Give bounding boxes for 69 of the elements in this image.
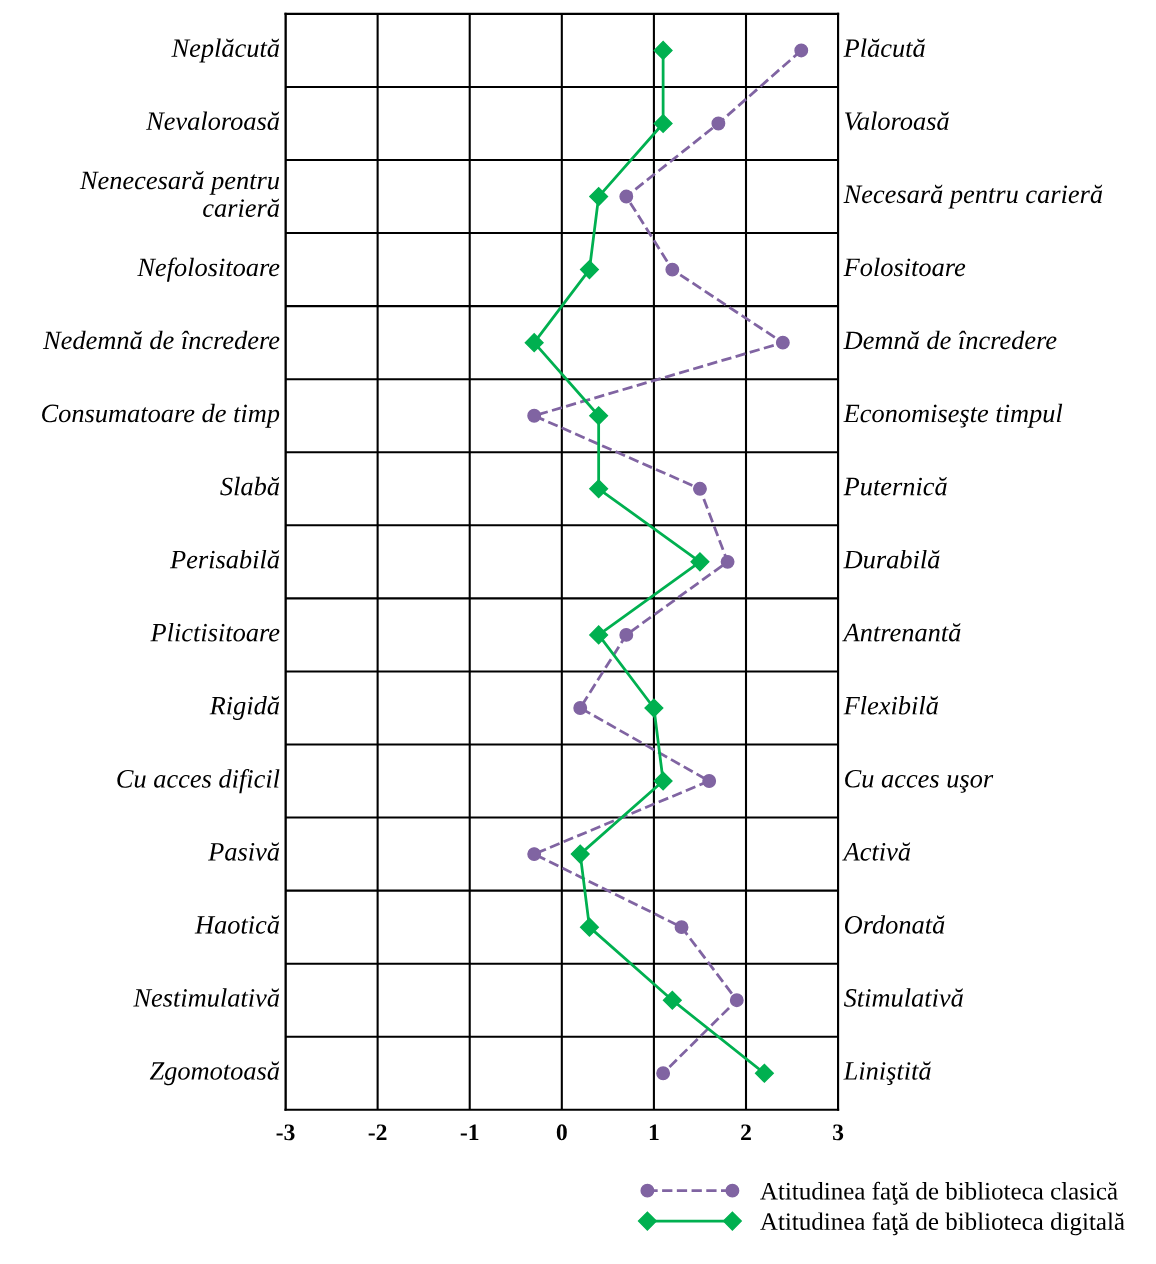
x-tick-label: 1 <box>649 1124 659 1141</box>
point <box>794 43 809 58</box>
point <box>711 116 726 131</box>
y-tick-label: Plictisitoare <box>150 622 280 642</box>
y-tick-label: Pasivă <box>208 842 280 861</box>
y2-tick-label: Activă <box>842 842 911 861</box>
y-tick-label: Perisabilă <box>169 549 280 569</box>
y2-tick-label: Economiseşte timpul <box>843 403 1063 428</box>
point <box>573 701 588 715</box>
point <box>579 917 599 937</box>
point <box>527 408 542 423</box>
y-tick-label: Cu acces dificil <box>117 768 280 794</box>
y2-tick-label: Valoroasă <box>845 111 949 131</box>
y2-tick-label: Liniştită <box>843 1061 931 1086</box>
y-tick-label: Nevaloroasă <box>145 111 280 131</box>
y-tick-label: Nestimulativă <box>133 988 280 1007</box>
y-tick-label: Consumatoare de timp <box>42 403 280 428</box>
point <box>775 335 790 350</box>
point <box>589 625 609 645</box>
y2-tick-label: Ordonată <box>844 915 945 934</box>
point <box>693 481 707 496</box>
y2-tick-label: Flexibilă <box>843 696 939 715</box>
point <box>665 262 680 277</box>
y-tick-label: Rigidă <box>209 696 280 720</box>
point <box>589 479 609 499</box>
x-tick-label: -3 <box>276 1124 295 1141</box>
y-tick-label: Slabă <box>220 476 280 496</box>
y2-tick-label: Demnă de încredere <box>843 330 1057 350</box>
y-tick-label: Haotică <box>194 915 280 934</box>
point <box>579 260 599 280</box>
y-tick-label: Nenecesară pentru carieră <box>79 171 280 217</box>
point <box>754 1063 774 1083</box>
y2-tick-label: Necesară pentru carieră <box>843 184 1103 209</box>
x-tick-label: 3 <box>833 1124 844 1141</box>
x-tick-label: 2 <box>741 1124 751 1141</box>
point <box>653 771 673 791</box>
point <box>589 406 609 426</box>
point <box>527 847 542 862</box>
point <box>702 774 717 788</box>
point <box>644 698 664 718</box>
x-tick-label: -1 <box>460 1124 479 1141</box>
legend-label: Atitudinea faţă de biblioteca digitală <box>760 1212 1125 1236</box>
point <box>653 113 673 134</box>
x-tick-label: -2 <box>368 1124 387 1141</box>
y-tick-label: Zgomotoasă <box>149 1061 280 1086</box>
point <box>720 554 735 569</box>
y-tick-label: Nefolositoare <box>137 257 280 282</box>
point <box>653 40 673 60</box>
point <box>662 990 682 1010</box>
point <box>619 627 634 642</box>
y2-tick-label: Durabilă <box>843 549 940 569</box>
y-tick-label: Neplăcută <box>171 38 280 63</box>
y2-tick-label: Antrenantă <box>842 623 961 642</box>
legend-label: Atitudinea faţă de biblioteca clasică <box>760 1181 1118 1205</box>
point <box>656 1066 671 1081</box>
point <box>619 189 634 204</box>
point <box>524 333 544 353</box>
y2-tick-label: Plăcută <box>843 38 925 58</box>
point <box>729 993 744 1008</box>
y-tick-label: Nedemnă de încredere <box>42 330 280 350</box>
y2-tick-label: Stimulativă <box>843 988 963 1007</box>
y2-tick-label: Cu acces uşor <box>845 769 994 793</box>
point <box>674 920 689 935</box>
y2-tick-label: Puternică <box>843 477 947 496</box>
point <box>589 187 609 207</box>
point <box>570 844 590 864</box>
y2-tick-label: Folositoare <box>843 257 966 277</box>
point <box>690 552 710 572</box>
x-tick-label: 0 <box>556 1124 567 1141</box>
